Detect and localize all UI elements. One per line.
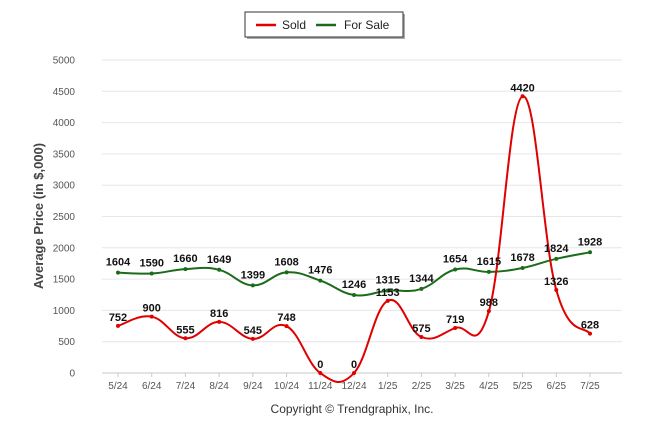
data-label-sold: 575: [412, 323, 430, 335]
y-tick-label: 0: [69, 369, 75, 380]
x-tick-label: 9/24: [243, 381, 263, 392]
y-tick-label: 2000: [53, 243, 76, 254]
data-label-sold: 4420: [510, 82, 534, 94]
x-axis-ticks: 5/24 6/24 7/24 8/24 9/24 10/24 11/24 12/24 1/25 2…: [108, 373, 600, 392]
data-label-sold: 719: [446, 314, 464, 326]
data-label-for-sale: 1315: [375, 275, 399, 287]
data-point-for-sale[interactable]: [318, 278, 323, 283]
data-label-sold: 1153: [376, 287, 400, 299]
series-lines: [116, 94, 592, 383]
data-label-for-sale: 1344: [409, 273, 434, 285]
x-tick-label: 7/24: [176, 381, 196, 392]
y-axis-title: Average Price (in $,000): [31, 143, 46, 289]
data-point-for-sale[interactable]: [486, 269, 491, 274]
y-axis-ticks: 0 500 1000 1500 2000 2500 3000 3500 4000 4500 5000: [53, 56, 76, 380]
x-tick-label: 2/25: [412, 381, 432, 392]
data-point-sold[interactable]: [419, 335, 424, 340]
data-label-sold: 752: [109, 312, 127, 324]
data-point-sold[interactable]: [385, 298, 390, 303]
data-point-for-sale[interactable]: [116, 270, 120, 275]
series-line-sold: [117, 95, 591, 383]
data-point-for-sale[interactable]: [183, 267, 188, 272]
x-tick-label: 3/25: [445, 381, 465, 392]
data-label-for-sale: 1399: [241, 269, 265, 281]
data-label-sold: 988: [480, 297, 498, 309]
data-point-sold[interactable]: [554, 287, 559, 292]
y-tick-label: 1500: [53, 275, 76, 286]
x-tick-label: 6/25: [547, 381, 567, 392]
data-label-for-sale: 1604: [106, 257, 131, 269]
data-point-for-sale[interactable]: [149, 271, 154, 276]
x-tick-label: 5/25: [513, 381, 533, 392]
data-point-sold[interactable]: [116, 323, 120, 328]
data-point-sold[interactable]: [149, 314, 154, 319]
data-label-sold: 0: [351, 359, 357, 371]
data-point-for-sale[interactable]: [250, 283, 255, 288]
data-label-for-sale: 1476: [308, 265, 332, 277]
x-tick-label: 10/24: [274, 381, 299, 392]
data-label-sold: 628: [581, 320, 599, 332]
data-point-sold[interactable]: [588, 331, 592, 336]
data-label-for-sale: 1824: [544, 243, 569, 255]
data-point-for-sale[interactable]: [419, 286, 424, 291]
data-point-for-sale[interactable]: [284, 270, 289, 275]
data-point-for-sale[interactable]: [588, 250, 592, 255]
data-point-sold[interactable]: [486, 309, 491, 314]
data-point-for-sale[interactable]: [453, 267, 458, 272]
data-label-for-sale: 1246: [342, 279, 366, 291]
data-labels: 752 900 555 816 545 748 0 0 1153 575 719 988 4420 132…: [106, 82, 602, 371]
data-point-sold[interactable]: [453, 325, 458, 330]
data-label-sold: 545: [244, 325, 262, 337]
data-point-for-sale[interactable]: [554, 256, 559, 261]
data-label-for-sale: 1660: [173, 253, 197, 265]
y-tick-label: 1000: [53, 306, 76, 317]
x-tick-label: 7/25: [580, 381, 600, 392]
data-point-sold[interactable]: [217, 319, 222, 324]
x-tick-label: 6/24: [142, 381, 162, 392]
data-point-for-sale[interactable]: [385, 288, 390, 293]
data-label-for-sale: 1615: [477, 256, 501, 268]
data-label-sold: 0: [317, 359, 323, 371]
y-tick-label: 4000: [53, 118, 76, 129]
data-point-for-sale[interactable]: [520, 265, 525, 270]
grid-lines: [102, 59, 622, 374]
data-point-for-sale[interactable]: [352, 293, 356, 298]
data-label-for-sale: 1654: [443, 253, 468, 265]
legend-label-for-sale: For Sale: [344, 18, 390, 32]
y-tick-label: 500: [58, 337, 75, 348]
y-tick-label: 3000: [53, 181, 76, 192]
data-label-for-sale: 1678: [510, 252, 534, 264]
data-point-sold[interactable]: [183, 336, 188, 341]
data-label-for-sale: 1608: [274, 256, 298, 268]
x-tick-label: 11/24: [308, 381, 333, 392]
x-tick-label: 12/24: [341, 381, 366, 392]
data-point-sold[interactable]: [318, 371, 323, 375]
y-tick-label: 4500: [53, 87, 76, 98]
data-label-sold: 900: [143, 303, 161, 315]
legend-label-sold: Sold: [282, 18, 306, 32]
data-label-sold: 748: [277, 312, 295, 324]
data-point-sold[interactable]: [352, 371, 356, 375]
copyright-caption: Copyright © Trendgraphix, Inc.: [271, 402, 434, 416]
data-point-for-sale[interactable]: [217, 267, 222, 272]
data-point-sold[interactable]: [284, 324, 289, 329]
data-label-sold: 555: [176, 324, 194, 336]
data-label-for-sale: 1649: [207, 254, 231, 266]
y-tick-label: 3500: [53, 149, 76, 160]
x-tick-label: 5/24: [108, 381, 128, 392]
legend[interactable]: Sold For Sale: [244, 11, 405, 39]
x-tick-label: 8/24: [209, 381, 229, 392]
data-point-sold[interactable]: [250, 336, 255, 341]
y-tick-label: 5000: [53, 56, 76, 67]
x-tick-label: 4/25: [479, 381, 499, 392]
data-label-for-sale: 1590: [139, 257, 163, 269]
x-tick-label: 1/25: [378, 381, 398, 392]
data-label-sold: 816: [210, 308, 228, 320]
data-point-sold[interactable]: [520, 94, 525, 99]
data-label-for-sale: 1928: [578, 236, 602, 248]
y-tick-label: 2500: [53, 212, 76, 223]
data-label-sold: 1326: [544, 276, 568, 288]
